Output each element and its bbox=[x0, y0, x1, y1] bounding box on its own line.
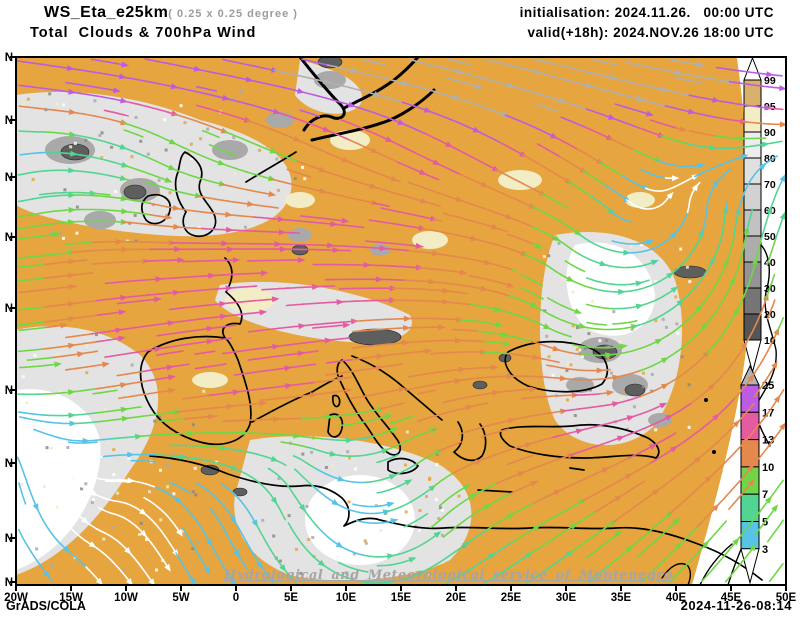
cloud-legend-value: 40 bbox=[764, 257, 776, 269]
lon-tick-label: 50E bbox=[776, 592, 797, 604]
cloud-legend-value: 95 bbox=[764, 101, 776, 113]
lat-tick-label: N bbox=[5, 577, 13, 589]
europe-coastlines bbox=[139, 151, 763, 581]
lon-tick-label: 45E bbox=[721, 592, 742, 604]
initialisation-time: initialisation: 2024.11.26. 00:00 UTC bbox=[519, 5, 774, 20]
lon-tick-label: 20W bbox=[4, 592, 28, 604]
lon-tick-label: 30E bbox=[556, 592, 577, 604]
page-title: WS_Eta_e25km( 0.25 x 0.25 degree ) bbox=[44, 4, 298, 22]
wind-legend-value: 10 bbox=[762, 462, 774, 474]
lon-tick-label: 5E bbox=[284, 592, 298, 604]
axes-layer: 20W 15W 10W 5W 0 5E 10E 15E 20E 25E 30E 35E 40E 45E 50… bbox=[4, 52, 796, 604]
lon-tick-label: 40E bbox=[666, 592, 687, 604]
lon-tick-label: 10W bbox=[114, 592, 138, 604]
wind-legend-value: 3 bbox=[762, 544, 768, 556]
cloud-legend-value: 70 bbox=[764, 179, 776, 191]
valid-time: valid(+18h): 2024.NOV.26 18:00 UTC bbox=[527, 25, 774, 40]
lat-tick-label: N bbox=[5, 303, 13, 315]
cloud-legend-value: 10 bbox=[764, 335, 776, 347]
grads-credit: GrADS/COLA bbox=[6, 599, 86, 613]
cloud-legend-value: 99 bbox=[764, 75, 776, 87]
lon-tick-label: 20E bbox=[446, 592, 467, 604]
lon-tick-label: 0 bbox=[233, 592, 239, 604]
east-map-coastlines bbox=[661, 241, 777, 584]
lat-tick-label: N bbox=[5, 385, 13, 397]
lon-tick-label: 35E bbox=[611, 592, 632, 604]
lat-tick-label: N bbox=[5, 232, 13, 244]
lon-tick-label: 15W bbox=[59, 592, 83, 604]
chart-subtitle: Total Clouds & 700hPa Wind bbox=[30, 25, 257, 41]
resolution-note: ( 0.25 x 0.25 degree ) bbox=[168, 8, 298, 20]
wind-legend-value: 25 bbox=[762, 380, 774, 392]
creation-timestamp: 2024-11-26-08:14 bbox=[680, 598, 792, 613]
lon-tick-label: 15E bbox=[391, 592, 412, 604]
coastline-layer bbox=[139, 58, 777, 584]
cloud-legend-value: 90 bbox=[764, 127, 776, 139]
cloud-legend-value: 80 bbox=[764, 153, 776, 165]
lat-tick-label: N bbox=[5, 115, 13, 127]
wind-legend-value: 7 bbox=[762, 489, 768, 501]
model-title: WS_Eta_e25km bbox=[44, 4, 169, 21]
lat-tick-label: N bbox=[5, 52, 13, 64]
lat-tick-label: N bbox=[5, 458, 13, 470]
watermark: Hydrological and Meteorological service … bbox=[224, 568, 674, 583]
streamline-layer bbox=[17, 58, 785, 584]
lat-tick-label: N bbox=[5, 172, 13, 184]
lat-tick-label: N bbox=[5, 533, 13, 545]
lon-tick-label: 10E bbox=[336, 592, 357, 604]
lon-tick-label: 5W bbox=[172, 592, 189, 604]
lon-tick-label: 25E bbox=[501, 592, 522, 604]
cloud-legend-value: 50 bbox=[764, 231, 776, 243]
